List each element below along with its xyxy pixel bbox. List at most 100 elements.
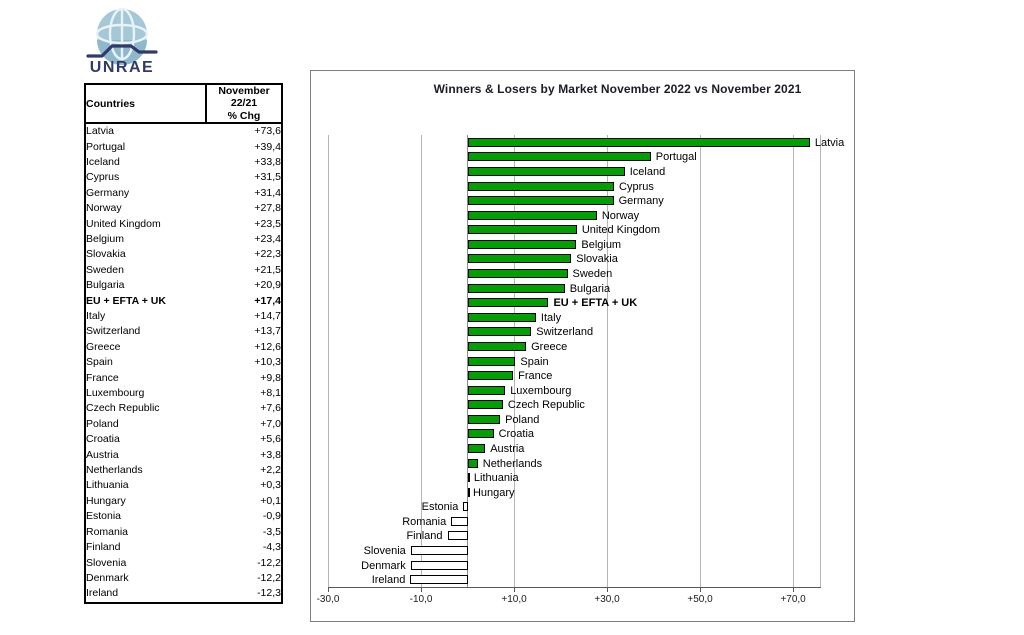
table-row: Croatia +5,6 xyxy=(85,432,282,447)
country-cell: Portugal xyxy=(86,140,126,153)
country-cell: Iceland xyxy=(86,155,120,168)
country-cell: Sweden xyxy=(86,263,124,276)
bar-label: Switzerland xyxy=(536,326,594,339)
country-cell: Cyprus xyxy=(86,171,120,184)
bar-label: Netherlands xyxy=(482,457,543,470)
table-row: Hungary +0,1 xyxy=(85,494,282,509)
axis-tick xyxy=(420,588,422,592)
value-cell: +5,6 xyxy=(260,433,281,446)
chart-bar xyxy=(467,429,494,439)
value-cell: +20,9 xyxy=(254,279,281,292)
bar-label: Norway xyxy=(601,209,640,222)
country-cell: Spain xyxy=(86,356,113,369)
value-cell: +21,5 xyxy=(254,263,281,276)
value-cell: +0,1 xyxy=(260,494,281,507)
bar-label: Ireland xyxy=(371,574,406,587)
bar-label: Luxembourg xyxy=(510,384,572,397)
value-cell: +23,5 xyxy=(254,217,281,230)
value-cell: +7,6 xyxy=(260,402,281,415)
value-cell: +14,7 xyxy=(254,310,281,322)
chart-bar xyxy=(463,502,468,512)
chart-bar xyxy=(467,443,486,453)
header-period: November 22/21 xyxy=(218,85,270,110)
axis-tick-label: +70,0 xyxy=(780,594,806,605)
bar-label: Germany xyxy=(618,195,664,208)
chart-bar xyxy=(467,473,470,483)
chart-bar xyxy=(467,196,614,206)
table-row: United Kingdom +23,5 xyxy=(85,217,282,232)
chart-bar xyxy=(410,546,468,556)
bar-label: EU + EFTA + UK xyxy=(553,297,638,310)
bar-label: Estonia xyxy=(421,501,459,514)
bar-label: Latvia xyxy=(814,136,845,149)
chart-bar xyxy=(467,312,536,322)
header-unit: % Chg xyxy=(227,109,261,122)
value-cell: -12,2 xyxy=(257,571,281,584)
value-cell: +73,6 xyxy=(254,125,281,138)
bar-label: Romania xyxy=(402,515,447,528)
table-row: Slovakia +22,3 xyxy=(85,247,282,262)
table-row: Luxembourg +8,1 xyxy=(85,386,282,401)
value-cell: -12,2 xyxy=(257,556,281,569)
chart-bar xyxy=(467,181,615,191)
chart-bar xyxy=(467,487,470,497)
axis-tick-label: -10,0 xyxy=(409,594,433,605)
value-cell: +31,5 xyxy=(254,171,281,184)
table-row: Greece +12,6 xyxy=(85,340,282,355)
country-cell: Romania xyxy=(86,525,129,538)
bar-label: France xyxy=(518,370,553,383)
gridline xyxy=(420,135,422,587)
table-row: Poland +7,0 xyxy=(85,417,282,432)
value-cell: -3,5 xyxy=(262,525,281,538)
country-cell: Austria xyxy=(86,448,119,461)
country-cell: Hungary xyxy=(86,494,126,507)
country-cell: Poland xyxy=(86,417,119,430)
value-cell: +27,8 xyxy=(254,202,281,215)
winners-losers-chart: Winners & Losers by Market November 2022… xyxy=(310,70,855,622)
table-row: Czech Republic +7,6 xyxy=(85,401,282,416)
chart-bar xyxy=(447,531,468,541)
axis-tick xyxy=(327,588,329,592)
bar-label: Finland xyxy=(406,530,443,543)
chart-bar xyxy=(467,341,527,351)
chart-bar xyxy=(410,560,468,570)
bar-label: Lithuania xyxy=(473,472,519,485)
globe-icon: UNRAE xyxy=(86,7,158,76)
value-cell: +33,8 xyxy=(254,155,281,168)
chart-bar xyxy=(467,371,514,381)
table-row: Sweden +21,5 xyxy=(85,263,282,278)
table-row: Switzerland +13,7 xyxy=(85,324,282,339)
table-row: Netherlands +2,2 xyxy=(85,463,282,478)
axis-tick xyxy=(513,588,515,592)
table-row: Estonia -0,9 xyxy=(85,509,282,524)
table-row: Portugal +39,4 xyxy=(85,140,282,155)
chart-bar xyxy=(451,516,468,526)
chart-bar xyxy=(467,458,478,468)
bar-label: Greece xyxy=(531,340,568,353)
chart-bar xyxy=(467,298,549,308)
chart-bar xyxy=(467,385,506,395)
axis-tick-label: +30,0 xyxy=(594,594,620,605)
value-cell: +17,4 xyxy=(254,294,281,307)
chart-bar xyxy=(467,356,516,366)
country-cell: Estonia xyxy=(86,510,122,523)
table-row: Denmark -12,2 xyxy=(85,571,282,586)
bar-label: Slovakia xyxy=(576,253,618,266)
value-cell: +9,8 xyxy=(260,371,281,384)
country-cell: France xyxy=(86,371,119,384)
value-cell: +7,0 xyxy=(260,417,281,430)
chart-bar xyxy=(467,269,568,279)
table-row: Germany +31,4 xyxy=(85,186,282,201)
country-cell: Slovakia xyxy=(86,248,126,261)
bar-label: Bulgaria xyxy=(569,282,611,295)
value-cell: +0,3 xyxy=(260,479,281,492)
country-cell: Denmark xyxy=(86,571,129,584)
value-cell: +22,3 xyxy=(254,248,281,261)
axis-tick-label: +50,0 xyxy=(687,594,713,605)
table-row: Finland -4,3 xyxy=(85,540,282,555)
country-cell: Greece xyxy=(86,340,121,353)
country-cell: Bulgaria xyxy=(86,279,125,292)
table-row: Romania -3,5 xyxy=(85,525,282,540)
gridline xyxy=(792,135,794,587)
country-cell: EU + EFTA + UK xyxy=(86,294,166,307)
